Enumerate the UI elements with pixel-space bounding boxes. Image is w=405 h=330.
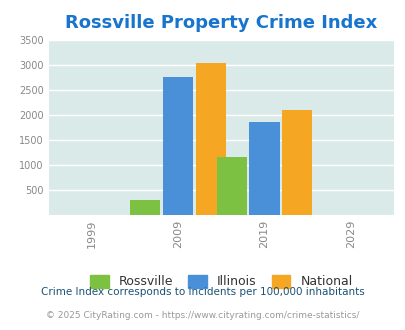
- Bar: [163, 77, 193, 214]
- Text: Crime Index corresponds to incidents per 100,000 inhabitants: Crime Index corresponds to incidents per…: [41, 287, 364, 297]
- Title: Rossville Property Crime Index: Rossville Property Crime Index: [65, 15, 377, 32]
- Bar: [249, 122, 279, 214]
- Bar: [130, 200, 160, 215]
- Bar: [281, 110, 311, 214]
- Text: © 2025 CityRating.com - https://www.cityrating.com/crime-statistics/: © 2025 CityRating.com - https://www.city…: [46, 311, 359, 320]
- Bar: [216, 157, 246, 214]
- Bar: [195, 63, 226, 214]
- Legend: Rossville, Illinois, National: Rossville, Illinois, National: [85, 270, 357, 293]
